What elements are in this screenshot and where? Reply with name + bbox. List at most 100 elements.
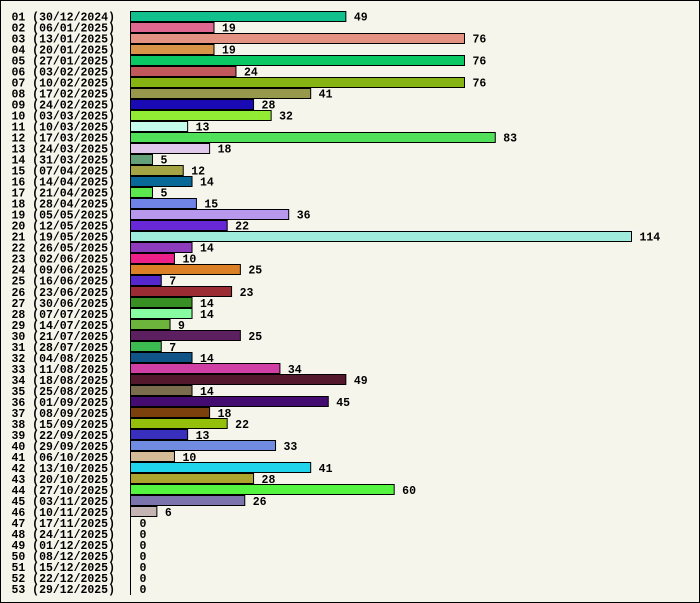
bar [130, 11, 347, 22]
bar [130, 429, 189, 440]
category-label: 05 (27/01/2025) [11, 56, 115, 69]
category-label: 50 (08/12/2025) [11, 551, 115, 564]
bar [130, 154, 153, 165]
category-label: 29 (14/07/2025) [11, 320, 115, 333]
value-label: 0 [140, 584, 147, 597]
category-label: 43 (20/10/2025) [11, 474, 115, 487]
value-label: 76 [473, 56, 487, 69]
value-label: 9 [178, 320, 185, 333]
bar [130, 176, 193, 187]
bar [130, 198, 197, 209]
value-label: 41 [319, 89, 333, 102]
value-label: 22 [235, 221, 249, 234]
value-label: 13 [196, 122, 210, 135]
category-label: 22 (26/05/2025) [11, 243, 115, 256]
category-label: 42 (13/10/2025) [11, 463, 115, 476]
bar [130, 264, 241, 275]
category-label: 44 (27/10/2025) [11, 485, 115, 498]
category-label: 32 (04/08/2025) [11, 353, 115, 366]
value-label: 49 [354, 12, 368, 25]
value-label: 28 [262, 100, 276, 113]
category-label: 31 (28/07/2025) [11, 342, 115, 355]
category-label: 36 (01/09/2025) [11, 397, 115, 410]
value-label: 36 [297, 210, 311, 223]
category-label: 37 (08/09/2025) [11, 408, 115, 421]
value-label: 14 [200, 298, 214, 311]
category-label: 52 (22/12/2025) [11, 573, 115, 586]
bar [130, 209, 290, 220]
category-label: 41 (06/10/2025) [11, 452, 115, 465]
bar [130, 242, 193, 253]
category-label: 17 (21/04/2025) [11, 188, 115, 201]
category-label: 38 (15/09/2025) [11, 419, 115, 432]
category-label: 40 (29/09/2025) [11, 441, 115, 454]
category-label: 16 (14/04/2025) [11, 177, 115, 190]
category-label: 02 (06/01/2025) [11, 23, 115, 36]
category-label: 01 (30/12/2024) [11, 12, 115, 25]
value-label: 5 [160, 188, 167, 201]
category-label: 12 (17/03/2025) [11, 133, 115, 146]
bar [130, 374, 347, 385]
category-label: 04 (20/01/2025) [11, 45, 115, 58]
category-label: 18 (28/04/2025) [11, 199, 115, 212]
bar [130, 418, 228, 429]
bar [130, 33, 465, 44]
value-label: 10 [182, 254, 196, 267]
bar [130, 462, 312, 473]
bar [130, 484, 395, 495]
value-label: 10 [182, 452, 196, 465]
category-label: 09 (24/02/2025) [11, 100, 115, 113]
category-label: 47 (17/11/2025) [11, 518, 115, 531]
bar [130, 308, 193, 319]
bar [130, 110, 272, 121]
value-label: 60 [402, 485, 416, 498]
category-label: 45 (03/11/2025) [11, 496, 115, 509]
category-label: 51 (15/12/2025) [11, 562, 115, 575]
value-label: 24 [244, 67, 258, 80]
category-label: 15 (07/04/2025) [11, 166, 115, 179]
value-label: 28 [262, 474, 276, 487]
bar [130, 231, 632, 242]
bar [130, 341, 162, 352]
bar [130, 99, 255, 110]
value-label: 0 [140, 518, 147, 531]
value-label: 14 [200, 353, 214, 366]
value-label: 49 [354, 375, 368, 388]
value-label: 18 [218, 408, 232, 421]
bar [130, 220, 228, 231]
bar [130, 187, 153, 198]
value-label: 41 [319, 463, 333, 476]
category-label: 13 (24/03/2025) [11, 144, 115, 157]
category-label: 14 (31/03/2025) [11, 155, 115, 168]
category-label: 10 (03/03/2025) [11, 111, 115, 124]
value-label: 7 [169, 342, 176, 355]
category-label: 20 (12/05/2025) [11, 221, 115, 234]
bar [130, 253, 175, 264]
value-label: 0 [140, 551, 147, 564]
bar [130, 165, 184, 176]
value-label: 19 [222, 23, 236, 36]
bar [130, 66, 237, 77]
value-label: 0 [140, 529, 147, 542]
value-label: 34 [288, 364, 302, 377]
value-label: 0 [140, 562, 147, 575]
bar [130, 396, 329, 407]
category-label: 08 (17/02/2025) [11, 89, 115, 102]
value-label: 23 [240, 287, 254, 300]
value-label: 83 [503, 133, 517, 146]
value-label: 25 [248, 331, 262, 344]
bar [130, 77, 465, 88]
value-label: 0 [140, 540, 147, 553]
bar [130, 286, 233, 297]
bar [130, 297, 193, 308]
category-label: 30 (21/07/2025) [11, 331, 115, 344]
category-label: 03 (13/01/2025) [11, 34, 115, 47]
value-label: 5 [160, 155, 167, 168]
category-label: 39 (22/09/2025) [11, 430, 115, 443]
bar [130, 473, 255, 484]
bar [130, 121, 189, 132]
category-label: 06 (03/02/2025) [11, 67, 115, 80]
bar [130, 330, 241, 341]
